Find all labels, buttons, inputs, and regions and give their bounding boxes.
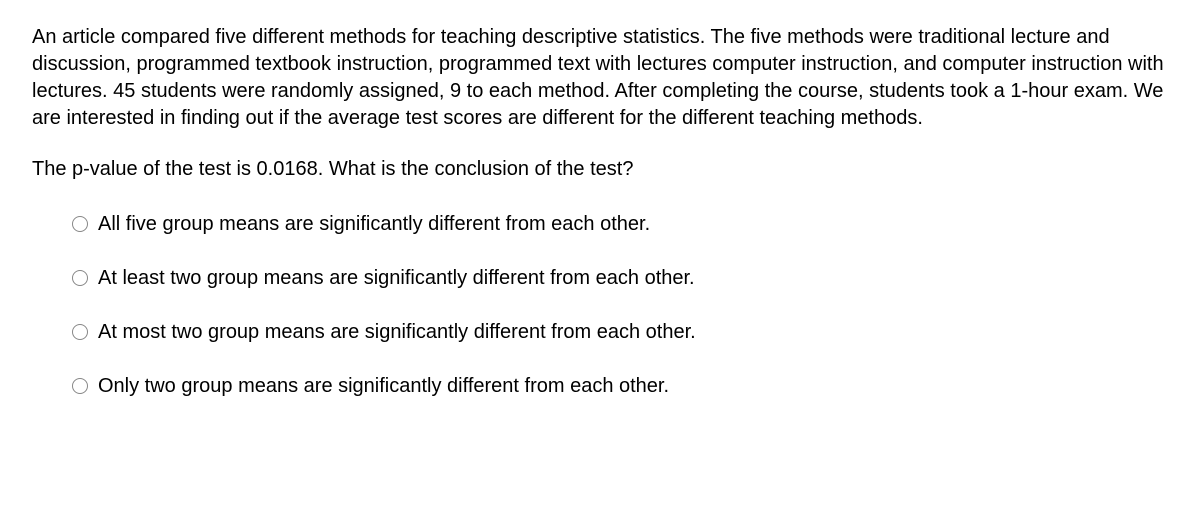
option-label: At most two group means are significantl… [98, 319, 696, 345]
radio-option-3[interactable] [72, 324, 88, 340]
radio-option-1[interactable] [72, 216, 88, 232]
radio-option-2[interactable] [72, 270, 88, 286]
question-prompt: The p-value of the test is 0.0168. What … [32, 156, 1168, 183]
option-label: Only two group means are significantly d… [98, 373, 669, 399]
option-row: At most two group means are significantl… [72, 319, 1168, 345]
option-label: All five group means are significantly d… [98, 211, 650, 237]
question-paragraph: An article compared five different metho… [32, 24, 1168, 132]
options-container: All five group means are significantly d… [32, 211, 1168, 399]
option-row: Only two group means are significantly d… [72, 373, 1168, 399]
option-row: At least two group means are significant… [72, 265, 1168, 291]
option-row: All five group means are significantly d… [72, 211, 1168, 237]
radio-option-4[interactable] [72, 378, 88, 394]
option-label: At least two group means are significant… [98, 265, 695, 291]
